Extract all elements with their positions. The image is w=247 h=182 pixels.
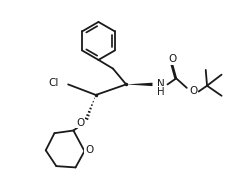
Text: Cl: Cl xyxy=(48,78,59,88)
Text: O: O xyxy=(189,86,197,96)
Text: O: O xyxy=(76,118,84,128)
Text: O: O xyxy=(168,54,176,64)
Polygon shape xyxy=(126,83,152,86)
Text: O: O xyxy=(85,145,93,155)
Text: H: H xyxy=(157,86,164,96)
Text: N: N xyxy=(157,79,164,89)
